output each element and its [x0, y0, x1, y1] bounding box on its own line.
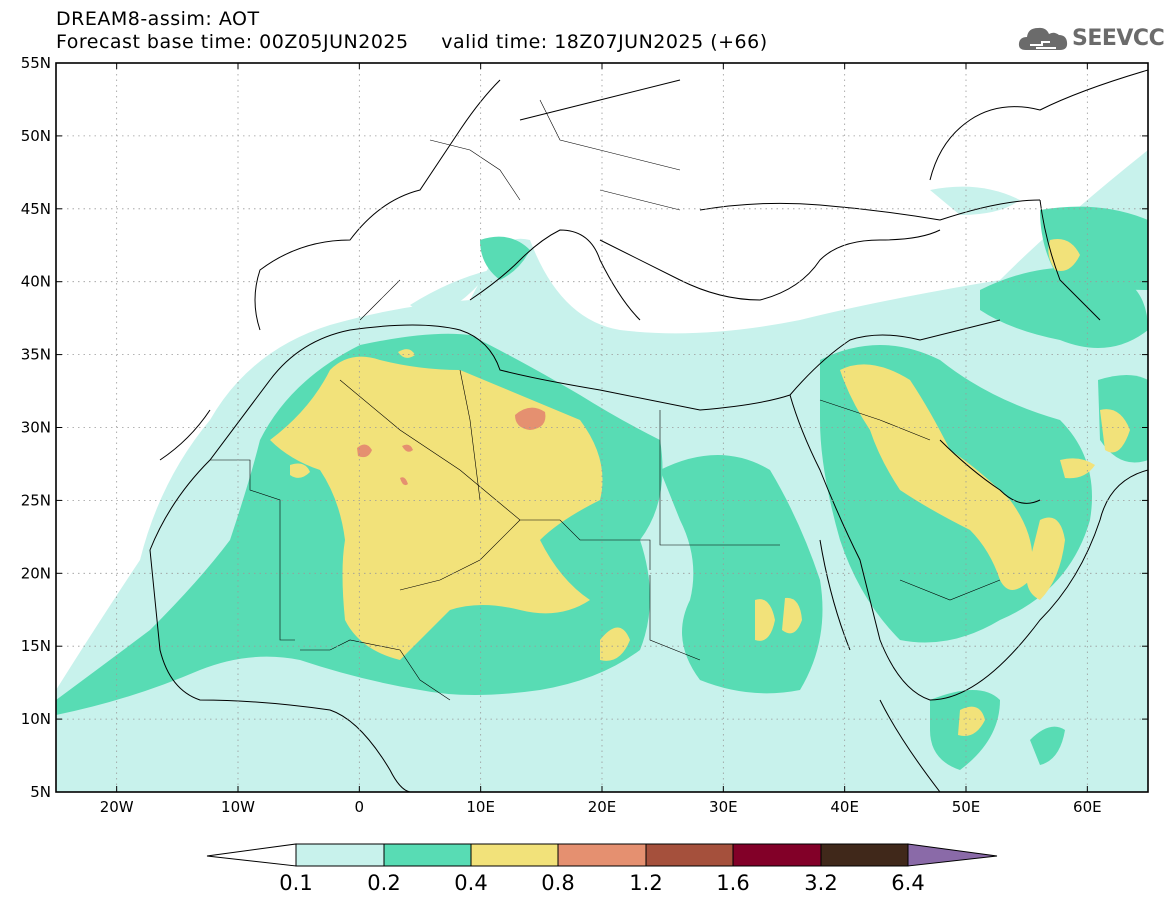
logo-text: SEEVCCC — [1072, 26, 1165, 51]
colorbar-label: 0.2 — [367, 871, 400, 895]
colorbar-high-arrow — [907, 843, 998, 867]
colorbar-low-arrow — [206, 843, 297, 867]
cloud-icon — [1018, 27, 1068, 50]
forecast-base-time: Forecast base time: 00Z05JUN2025 — [56, 31, 409, 53]
aot-band-0.4-0.8 — [270, 239, 1130, 736]
lon-tick-label: 10E — [466, 798, 495, 816]
lat-tick-label: 30N — [21, 419, 51, 437]
colorbar-bin-1 — [295, 843, 385, 867]
lat-tick-label: 45N — [21, 200, 51, 218]
colorbar-labels: 0.1 0.2 0.4 0.8 1.2 1.6 3.2 6.4 — [279, 871, 924, 895]
lat-tick-label: 20N — [21, 564, 51, 582]
colorbar-bin-3 — [470, 843, 559, 867]
lat-axis-labels: 55N 50N 45N 40N 35N 30N 25N 20N 15N 10N 5N — [21, 54, 51, 801]
lon-tick-label: 20E — [588, 798, 617, 816]
lon-tick-label: 50E — [952, 798, 981, 816]
map-title: DREAM8-assim: AOT — [56, 8, 260, 30]
colorbar-bin-2 — [383, 843, 472, 867]
lat-tick-label: 25N — [21, 491, 51, 509]
lat-tick-label: 15N — [21, 637, 51, 655]
map-subtitle: Forecast base time: 00Z05JUN2025 valid t… — [56, 31, 768, 53]
valid-time: valid time: 18Z07JUN2025 (+66) — [441, 31, 768, 53]
lon-tick-label: 60E — [1073, 798, 1102, 816]
colorbar-bin-5 — [645, 843, 734, 867]
lat-tick-label: 5N — [30, 783, 51, 801]
coastlines — [149, 69, 1148, 792]
colorbar-label: 0.1 — [279, 871, 312, 895]
lon-axis-labels: 20W 10W 0 10E 20E 30E 40E 50E 60E — [100, 798, 1102, 816]
lat-tick-label: 55N — [21, 54, 51, 72]
seevccc-logo: SEEVCCC — [1016, 22, 1165, 56]
lat-tick-label: 10N — [21, 710, 51, 728]
country-borders — [210, 99, 1001, 701]
lat-lon-grid — [56, 63, 1148, 792]
lon-tick-label: 40E — [830, 798, 859, 816]
colorbar — [206, 843, 998, 867]
colorbar-label: 1.2 — [629, 871, 662, 895]
lat-tick-label: 35N — [21, 346, 51, 364]
colorbar-bin-6 — [732, 843, 822, 867]
lat-tick-label: 50N — [21, 127, 51, 145]
colorbar-label: 0.4 — [454, 871, 487, 895]
colorbar-bin-7 — [820, 843, 909, 867]
axis-ticks — [56, 62, 1148, 793]
colorbar-label: 1.6 — [716, 871, 749, 895]
lon-tick-label: 0 — [355, 798, 365, 816]
colorbar-bin-4 — [557, 843, 647, 867]
lon-tick-label: 10W — [221, 798, 255, 816]
lon-tick-label: 20W — [100, 798, 134, 816]
colorbar-label: 6.4 — [891, 871, 924, 895]
aot-band-0.8-1.2 — [357, 407, 546, 486]
colorbar-label: 3.2 — [804, 871, 837, 895]
lat-tick-label: 40N — [21, 273, 51, 291]
colorbar-label: 0.8 — [541, 871, 574, 895]
lon-tick-label: 30E — [709, 798, 738, 816]
